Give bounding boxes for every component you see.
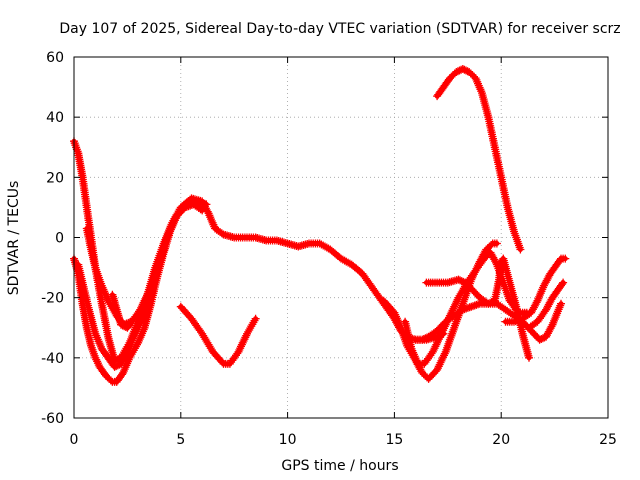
x-tick-label: 0 bbox=[70, 432, 79, 448]
plus-markers bbox=[525, 278, 568, 332]
series-track-5 bbox=[108, 290, 138, 332]
axis-ticks: 0 5 10 15 20 25 -60 -40 -20 0 20 40 60 bbox=[41, 50, 617, 448]
plus-markers bbox=[176, 302, 260, 368]
x-axis-label: GPS time / hours bbox=[281, 458, 398, 474]
x-tick-label: 25 bbox=[599, 432, 617, 448]
x-tick-label: 5 bbox=[176, 432, 185, 448]
x-tick-label: 15 bbox=[385, 432, 403, 448]
plus-markers bbox=[70, 137, 448, 365]
x-tick-label: 20 bbox=[492, 432, 510, 448]
plus-markers bbox=[422, 254, 533, 362]
series-track-1 bbox=[70, 137, 448, 365]
series-line bbox=[434, 66, 523, 252]
data-layer bbox=[70, 65, 570, 386]
y-tick-label: -20 bbox=[41, 291, 64, 307]
y-tick-label: -60 bbox=[41, 411, 64, 427]
y-tick-label: 60 bbox=[46, 50, 64, 66]
plus-markers bbox=[501, 254, 570, 326]
y-axis-label: SDTVAR / TECUs bbox=[6, 181, 22, 296]
series-track-6 bbox=[176, 302, 260, 368]
y-tick-label: 20 bbox=[46, 170, 64, 186]
series-track-11 bbox=[501, 254, 570, 326]
y-tick-label: -40 bbox=[41, 351, 64, 367]
x-tick-label: 10 bbox=[279, 432, 297, 448]
y-tick-label: 40 bbox=[46, 110, 64, 126]
y-tick-label: 0 bbox=[55, 231, 64, 247]
chart-title: Day 107 of 2025, Sidereal Day-to-day VTE… bbox=[59, 21, 620, 37]
plus-markers bbox=[108, 290, 138, 332]
grid bbox=[74, 57, 608, 418]
plus-markers bbox=[433, 65, 525, 254]
series-track-13 bbox=[433, 65, 525, 254]
series-track-12 bbox=[525, 278, 568, 332]
